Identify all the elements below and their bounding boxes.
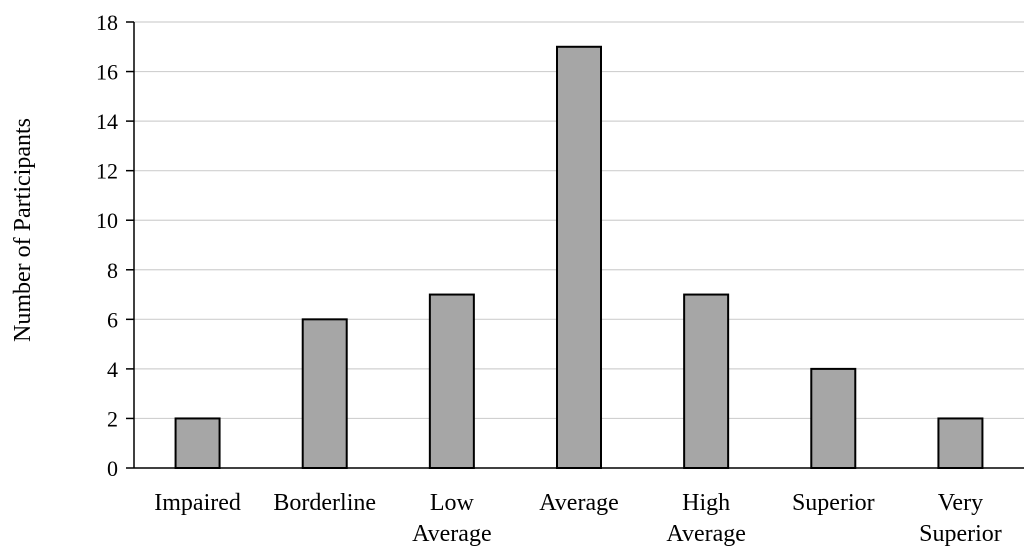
y-axis-ticks: 0 2 4 6 8 10 12 14 16 18 [96,10,134,481]
bar [428,293,475,469]
y-tick-label: 8 [107,258,118,283]
x-category-label-line: Very [938,490,983,516]
x-category-label-line: Average [666,521,746,547]
y-tick-label: 16 [96,60,118,85]
y-tick-label: 0 [107,456,118,481]
y-tick-label: 12 [96,159,118,184]
bar [174,417,221,470]
x-category-label-line: High [682,490,730,516]
x-category-label-line: Impaired [154,490,241,516]
y-tick-label: 14 [96,109,118,134]
x-category-label: Average [539,490,619,516]
x-category-label: Superior [792,490,875,516]
y-tick-label: 2 [107,406,118,431]
bar [556,45,602,470]
x-category-label: Very Superior [919,490,1002,547]
x-axis-labels: Impaired Borderline Low Average Average High A… [154,490,1002,547]
bar [301,318,348,470]
x-category-label-line: Average [412,521,492,547]
y-tick-label: 4 [107,357,118,382]
x-category-label: Borderline [273,490,376,516]
x-category-label: Impaired [154,490,241,516]
x-category-label: High Average [666,490,746,547]
x-category-label: Low Average [412,490,492,547]
x-category-label-line: Average [539,490,619,516]
bars [174,45,984,470]
bar [937,417,984,470]
axes [133,22,1024,469]
bar [683,293,730,469]
y-tick-label: 18 [96,10,118,35]
y-tick-label: 10 [96,208,118,233]
y-axis-title: Number of Participants [10,118,36,342]
bar [810,367,857,469]
y-tick-label: 6 [107,307,118,332]
x-category-label-line: Borderline [273,490,376,516]
x-category-label-line: Superior [792,490,875,516]
x-category-label-line: Low [430,490,475,516]
x-category-label-line: Superior [919,521,1002,547]
